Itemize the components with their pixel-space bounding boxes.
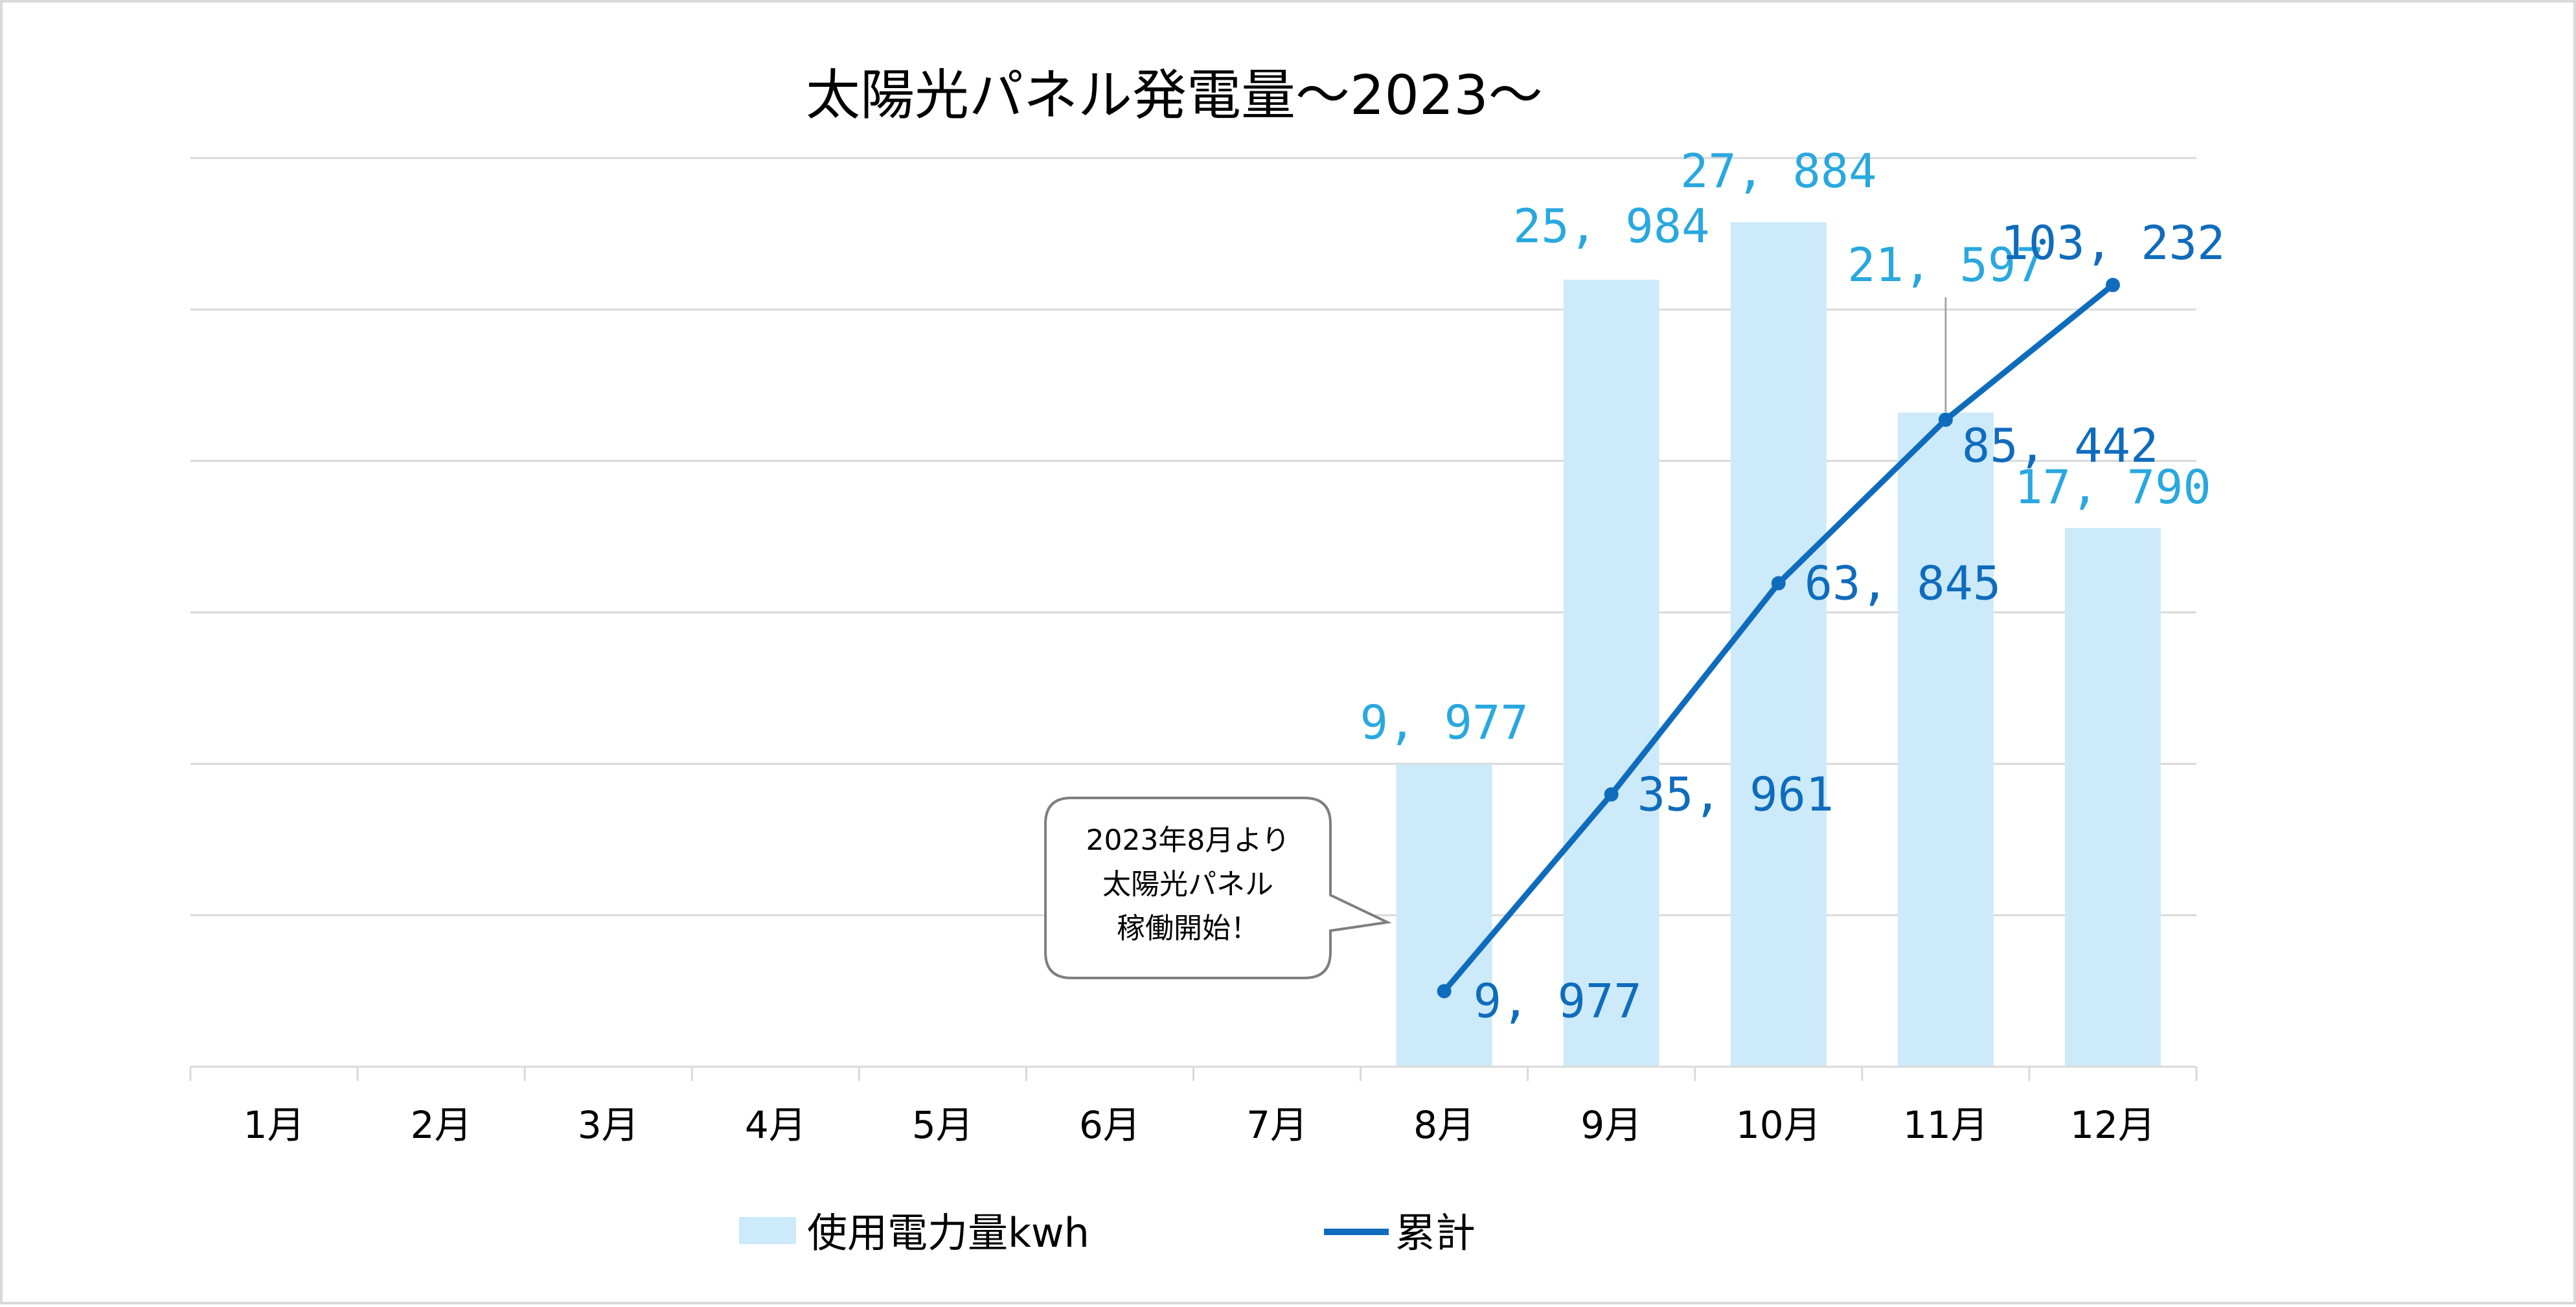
- chart-svg: 太陽光パネル発電量〜2023〜 1月 2月 3月 4月 5月 6月 7月 8月 9月 10月 11月…: [189, 63, 2226, 1256]
- x-tick-label: 6月: [1079, 1103, 1141, 1147]
- line-point-9: [1604, 787, 1619, 802]
- line-data-label: 85, 442: [1962, 418, 2158, 473]
- x-tick-label: 2月: [411, 1103, 472, 1147]
- callout-text-line: 稼働開始！: [1117, 912, 1259, 945]
- legend-label-line: 累計: [1395, 1209, 1476, 1256]
- x-tick-label: 11月: [1903, 1103, 1989, 1147]
- x-tick-label: 8月: [1413, 1103, 1475, 1147]
- line-data-label: 9, 977: [1474, 973, 1642, 1028]
- line-point-11: [1938, 413, 1953, 427]
- bar-9: [1563, 279, 1659, 1067]
- bar-data-label: 21, 597: [1847, 238, 2044, 292]
- bar-data-label: 9, 977: [1360, 695, 1529, 749]
- line-point-12: [2105, 278, 2120, 293]
- x-axis: 1月 2月 3月 4月 5月 6月 7月 8月 9月 10月 11月 12月: [189, 1065, 2198, 1147]
- bar-11: [1897, 412, 1994, 1067]
- x-tick-label: 1月: [244, 1103, 305, 1147]
- bar-data-label: 17, 790: [2014, 460, 2211, 514]
- line-point-10: [1771, 576, 1786, 591]
- line-data-label: 103, 232: [2001, 216, 2226, 270]
- callout-bubble: [1044, 797, 1392, 979]
- line-data-label: 35, 961: [1637, 767, 1834, 822]
- chart-title: 太陽光パネル発電量〜2023〜: [806, 63, 1543, 127]
- line-point-8: [1437, 984, 1452, 999]
- x-tick-label: 12月: [2070, 1103, 2156, 1147]
- bar-8: [1396, 764, 1492, 1067]
- callout-text-line: 2023年8月より: [1086, 824, 1290, 857]
- x-tick-label: 3月: [578, 1103, 639, 1147]
- legend-label-bar: 使用電力量kwh: [807, 1209, 1089, 1256]
- line-data-label: 63, 845: [1805, 556, 2001, 611]
- x-tick-label: 7月: [1246, 1103, 1308, 1147]
- x-tick-label: 10月: [1736, 1103, 1821, 1147]
- line-series: [1437, 278, 2120, 999]
- bar-12: [2064, 528, 2161, 1067]
- bar-series: [1396, 222, 2161, 1067]
- gridlines: [190, 157, 2196, 916]
- x-tick-label: 5月: [912, 1103, 974, 1147]
- bar-data-label: 27, 884: [1680, 144, 1876, 198]
- x-tick-label: 9月: [1580, 1103, 1642, 1147]
- legend-swatch-bar: [739, 1217, 796, 1244]
- bar-10: [1730, 222, 1827, 1067]
- legend: 使用電力量kwh 累計: [739, 1209, 1476, 1256]
- x-tick-label: 4月: [745, 1103, 806, 1147]
- bar-data-label: 25, 984: [1513, 199, 1709, 253]
- callout-text-line: 太陽光パネル: [1102, 868, 1273, 901]
